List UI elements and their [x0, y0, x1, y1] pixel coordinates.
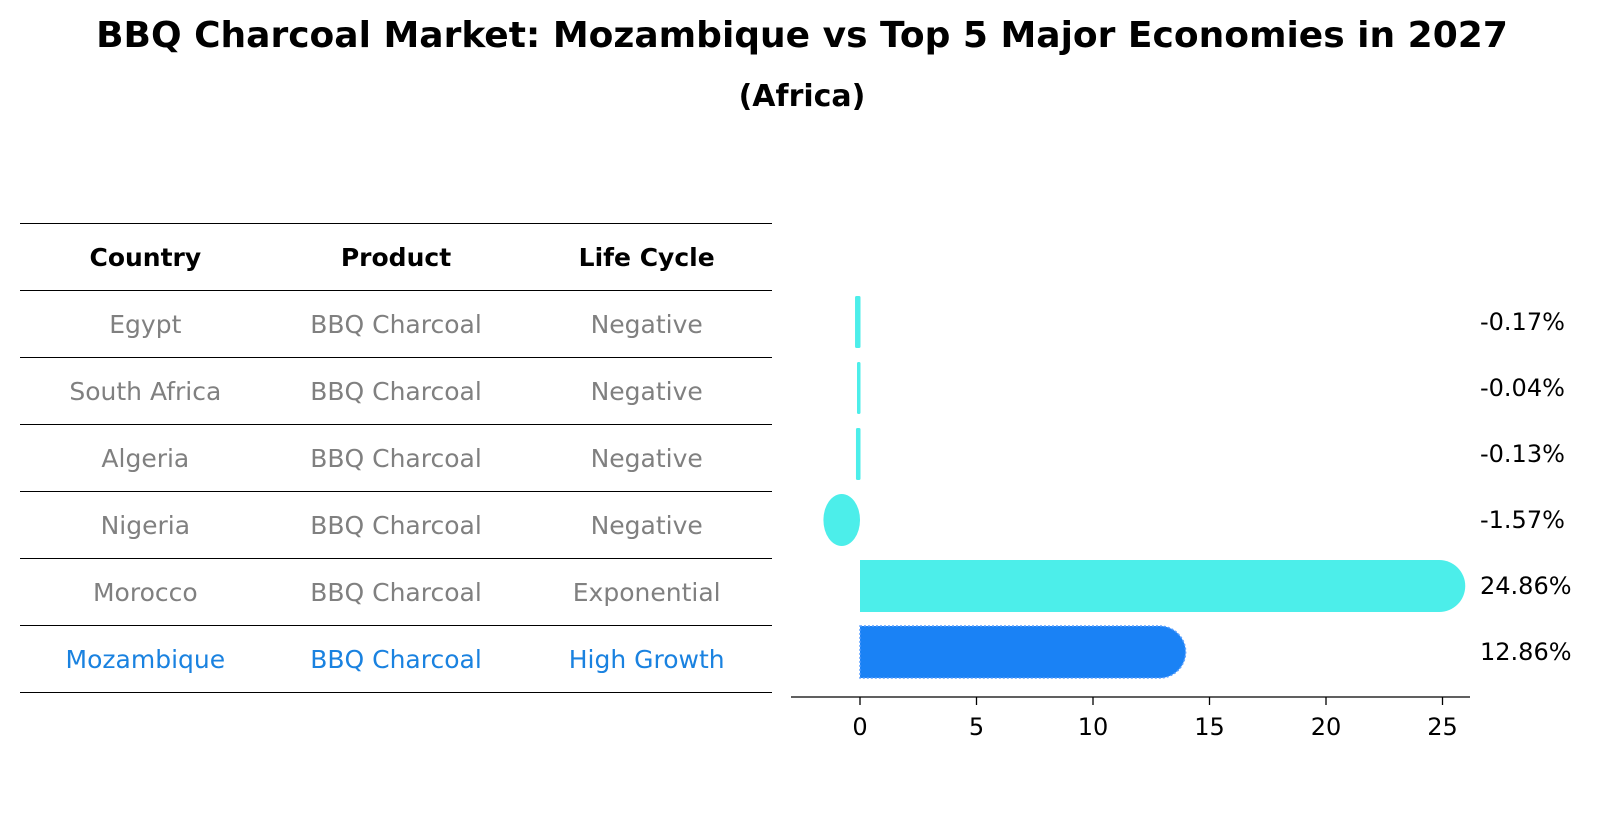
bar-value-label: 12.86% [1480, 638, 1572, 666]
product-cell: BBQ Charcoal [310, 577, 482, 607]
product-cell: BBQ Charcoal [310, 443, 482, 473]
bar-value-label: -1.57% [1480, 506, 1565, 534]
country-cell: Egypt [109, 309, 182, 339]
table-row: South Africa BBQ Charcoal Negative [20, 357, 772, 424]
x-tick-label: 15 [1194, 713, 1225, 741]
bar-value-label: -0.17% [1480, 308, 1565, 336]
bar-value-label: -0.04% [1480, 374, 1565, 402]
life-cycle-cell: Negative [590, 309, 703, 339]
bar-value-label: -0.13% [1480, 440, 1565, 468]
country-cell: Mozambique [65, 644, 226, 674]
table-row: Morocco BBQ Charcoal Exponential [20, 558, 772, 625]
bar-value-label: 24.86% [1480, 572, 1572, 600]
bar-egypt [855, 296, 861, 348]
country-cell: Algeria [101, 443, 190, 473]
country-cell: Nigeria [100, 510, 191, 540]
x-tick-label: 5 [969, 713, 984, 741]
table-header-row: Country Product Life Cycle [20, 223, 772, 290]
product-cell: BBQ Charcoal [310, 376, 482, 406]
product-cell: BBQ Charcoal [310, 309, 482, 339]
table-row: Egypt BBQ Charcoal Negative [20, 290, 772, 357]
table-row-highlighted: Mozambique BBQ Charcoal High Growth [20, 625, 772, 693]
header-life-cycle: Life Cycle [578, 242, 715, 272]
country-cell: South Africa [69, 376, 222, 406]
life-cycle-cell: Negative [590, 443, 703, 473]
product-cell: BBQ Charcoal [310, 510, 482, 540]
header-product: Product [340, 242, 452, 272]
product-cell: BBQ Charcoal [310, 644, 482, 674]
life-cycle-cell: Exponential [572, 577, 721, 607]
x-tick-label: 0 [852, 713, 867, 741]
life-cycle-cell: High Growth [568, 644, 725, 674]
market-table: Country Product Life Cycle Egypt BBQ Cha… [20, 223, 772, 693]
bar-nigeria [823, 494, 860, 546]
bar-mozambique [859, 625, 1187, 679]
header-country: Country [89, 242, 202, 272]
x-tick-label: 10 [1078, 713, 1109, 741]
table-row: Algeria BBQ Charcoal Negative [20, 424, 772, 491]
bar-south-africa [857, 362, 861, 414]
bar-algeria [855, 428, 861, 480]
life-cycle-cell: Negative [590, 376, 703, 406]
x-tick-label: 20 [1311, 713, 1342, 741]
country-cell: Morocco [92, 577, 198, 607]
bar-morocco [860, 560, 1466, 612]
chart-subtitle: (Africa) [738, 79, 866, 114]
x-tick-label: 25 [1427, 713, 1458, 741]
life-cycle-cell: Negative [590, 510, 703, 540]
table-row: Nigeria BBQ Charcoal Negative [20, 491, 772, 558]
chart-title: BBQ Charcoal Market: Mozambique vs Top 5… [96, 15, 1508, 56]
